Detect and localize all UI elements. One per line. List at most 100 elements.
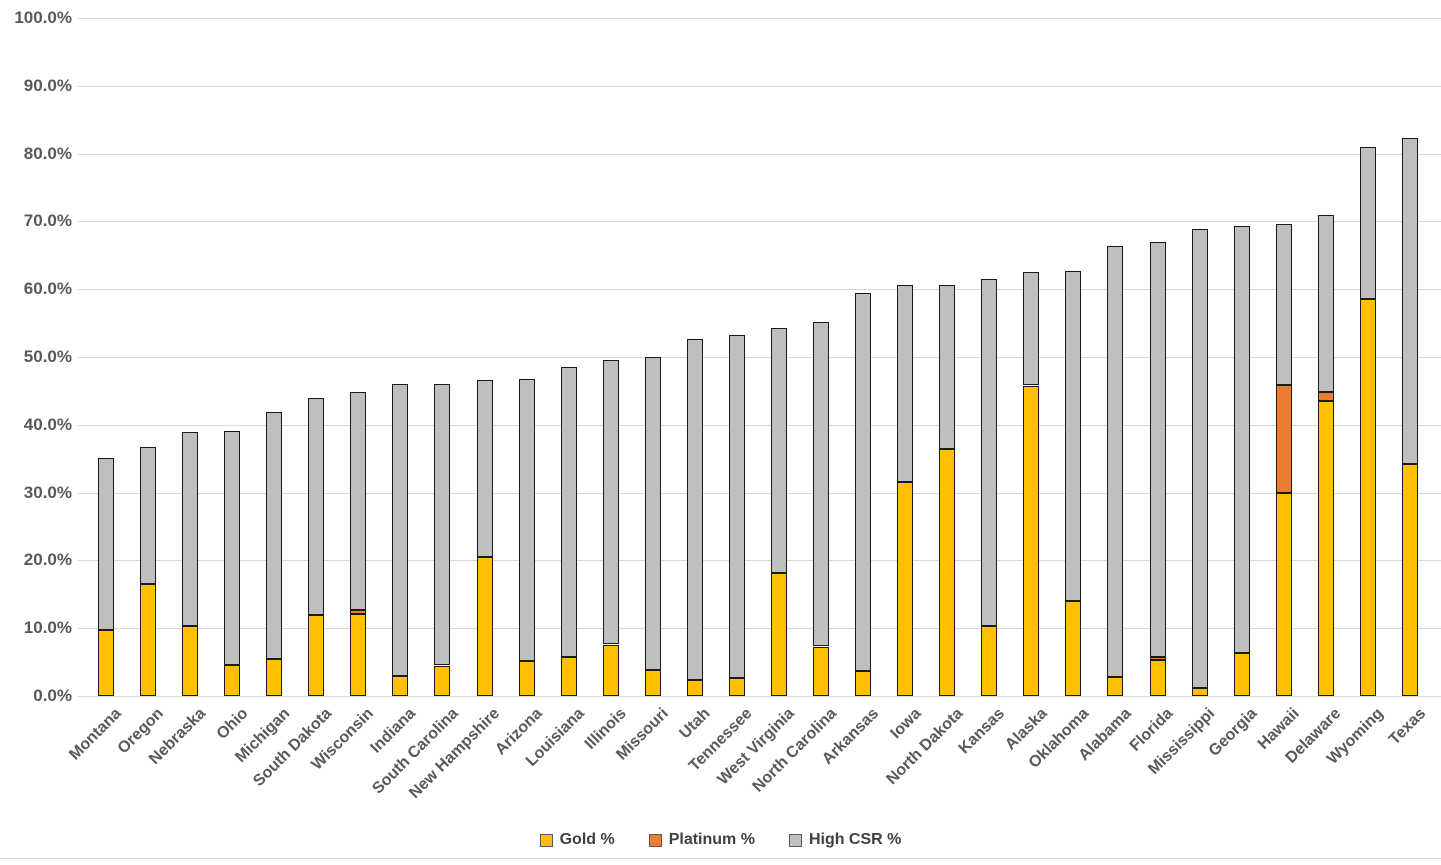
gridline-40 [78, 425, 1441, 426]
bar-segment-ohio-gold [224, 664, 240, 696]
bar-segment-delaware-gold [1318, 401, 1334, 696]
bar-segment-wisconsin-gold [350, 614, 366, 696]
bar-segment-delaware-high_csr [1318, 215, 1334, 393]
bar-segment-south-carolina-gold [434, 665, 450, 696]
bar-segment-wisconsin-platinum [350, 609, 366, 614]
y-axis-tick-label-60: 60.0% [23, 279, 72, 298]
bar-segment-illinois-gold [603, 644, 619, 696]
gridline-100 [78, 18, 1441, 19]
bar-segment-missouri-high_csr [645, 357, 661, 670]
y-axis-tick-label-40: 40.0% [23, 415, 72, 434]
bar-segment-hawaii-platinum [1276, 384, 1292, 494]
y-axis-tick-label-20: 20.0% [23, 550, 72, 569]
bar-segment-alabama-gold [1107, 677, 1123, 696]
gridline-80 [78, 154, 1441, 155]
legend-label-gold: Gold % [559, 831, 615, 848]
x-axis-label-iowa: Iowa [886, 705, 925, 743]
bar-segment-mississippi-high_csr [1192, 228, 1208, 688]
legend-label-platinum: Platinum % [668, 831, 755, 848]
bar-segment-north-dakota-gold [939, 448, 955, 696]
bar-segment-alabama-high_csr [1107, 245, 1123, 677]
bar-segment-oregon-gold [140, 584, 156, 696]
gridline-30 [78, 493, 1441, 494]
bar-segment-florida-high_csr [1150, 242, 1166, 657]
bar-segment-florida-platinum [1150, 656, 1166, 661]
bar-segment-oklahoma-high_csr [1065, 270, 1081, 602]
bar-segment-hawaii-gold [1276, 493, 1292, 696]
gridline-20 [78, 560, 1441, 561]
bar-segment-oklahoma-gold [1065, 601, 1081, 696]
bar-segment-alaska-gold [1023, 385, 1039, 696]
bar-segment-new-hampshire-high_csr [477, 380, 493, 558]
bar-segment-tennessee-high_csr [729, 335, 745, 678]
legend-item-platinum: Platinum % [648, 831, 755, 849]
legend-label-high-csr: High CSR % [808, 831, 902, 848]
legend-item-gold: Gold % [539, 831, 615, 849]
x-axis-label-utah: Utah [676, 705, 714, 743]
legend-swatch-gold [539, 833, 553, 847]
bar-segment-north-carolina-gold [813, 646, 829, 696]
bar-segment-new-hampshire-gold [477, 557, 493, 696]
chart-legend: Gold % Platinum % High CSR % [0, 831, 1441, 849]
bar-segment-montana-gold [98, 629, 114, 696]
gridline-50 [78, 357, 1441, 358]
bar-segment-utah-high_csr [687, 338, 703, 681]
x-axis-label-texas: Texas [1385, 705, 1429, 749]
y-axis-tick-label-100: 100.0% [14, 8, 72, 27]
bar-segment-missouri-gold [645, 669, 661, 696]
y-axis-tick-label-10: 10.0% [23, 618, 72, 637]
x-axis-label-montana: Montana [66, 705, 126, 764]
x-axis-label-kansas: Kansas [956, 705, 1009, 758]
bar-segment-ohio-high_csr [224, 430, 240, 665]
bar-segment-arizona-high_csr [519, 378, 535, 662]
bar-segment-montana-high_csr [98, 458, 114, 630]
legend-item-high_csr: High CSR % [788, 831, 902, 849]
bar-segment-mississippi-gold [1192, 687, 1208, 696]
bar-segment-tennessee-gold [729, 677, 745, 696]
bar-segment-arkansas-high_csr [855, 292, 871, 671]
bar-segment-nebraska-high_csr [182, 431, 198, 627]
bar-segment-michigan-gold [266, 658, 282, 696]
bar-segment-south-dakota-gold [308, 615, 324, 696]
y-axis-tick-label-50: 50.0% [23, 347, 72, 366]
gridline-60 [78, 289, 1441, 290]
bar-segment-georgia-high_csr [1234, 225, 1250, 654]
bar-segment-north-carolina-high_csr [813, 321, 829, 647]
bar-segment-wyoming-gold [1360, 298, 1376, 696]
bar-segment-south-carolina-high_csr [434, 384, 450, 666]
bar-segment-south-dakota-high_csr [308, 397, 324, 616]
bar-segment-kansas-gold [981, 625, 997, 696]
bar-segment-nebraska-gold [182, 626, 198, 696]
y-axis-tick-label-0: 0.0% [33, 686, 72, 705]
chart-bottom-border [0, 858, 1441, 859]
bar-segment-indiana-high_csr [392, 384, 408, 677]
y-axis-tick-label-90: 90.0% [23, 76, 72, 95]
legend-swatch-high_csr [788, 833, 802, 847]
bar-segment-iowa-gold [897, 481, 913, 696]
bar-segment-delaware-platinum [1318, 392, 1334, 402]
bar-segment-michigan-high_csr [266, 411, 282, 659]
bar-segment-illinois-high_csr [603, 359, 619, 645]
bar-segment-north-dakota-high_csr [939, 284, 955, 449]
bar-segment-indiana-gold [392, 676, 408, 696]
y-axis-tick-label-30: 30.0% [23, 483, 72, 502]
bar-segment-oregon-high_csr [140, 446, 156, 585]
bar-segment-georgia-gold [1234, 653, 1250, 696]
bar-segment-west-virginia-gold [771, 572, 787, 696]
bar-segment-arkansas-gold [855, 670, 871, 696]
bar-segment-iowa-high_csr [897, 284, 913, 482]
legend-swatch-platinum [648, 833, 662, 847]
bar-segment-kansas-high_csr [981, 279, 997, 626]
bar-segment-louisiana-gold [561, 656, 577, 696]
y-axis-tick-label-70: 70.0% [23, 211, 72, 230]
bar-segment-hawaii-high_csr [1276, 224, 1292, 385]
y-axis-tick-label-80: 80.0% [23, 144, 72, 163]
gridline-0 [78, 696, 1441, 697]
bar-segment-texas-gold [1402, 464, 1418, 696]
bar-segment-texas-high_csr [1402, 138, 1418, 465]
bar-segment-arizona-gold [519, 661, 535, 696]
bar-segment-wyoming-high_csr [1360, 146, 1376, 299]
gridline-70 [78, 221, 1441, 222]
bar-segment-utah-gold [687, 680, 703, 696]
